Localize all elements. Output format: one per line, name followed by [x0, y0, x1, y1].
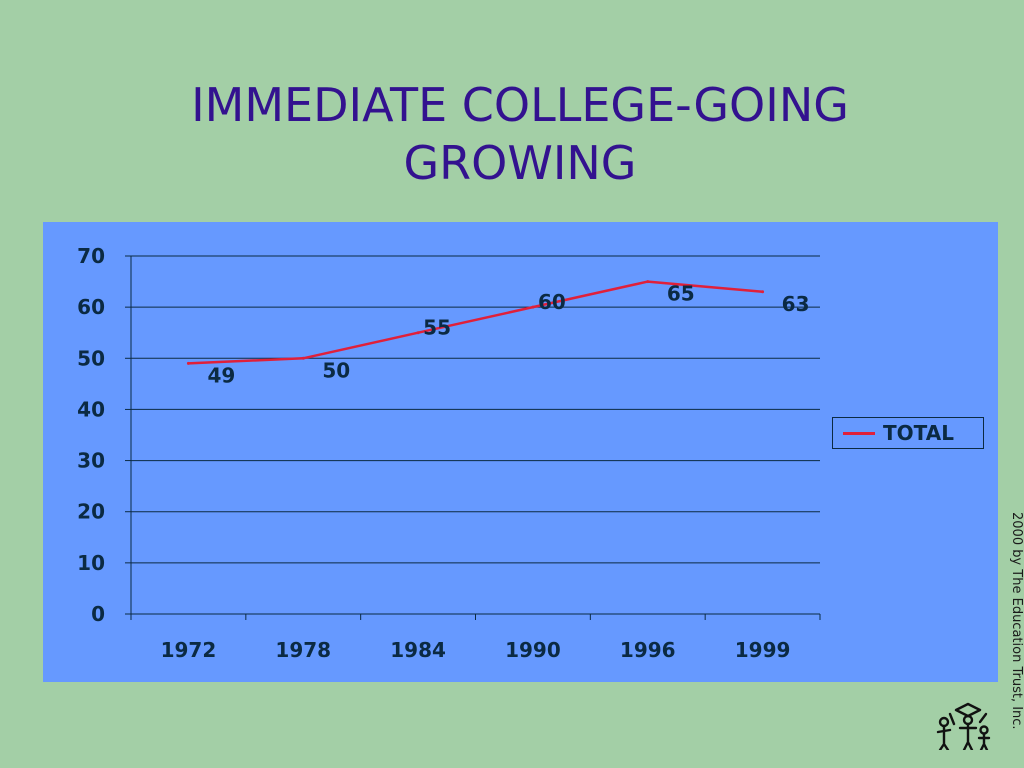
chart-panel: 0 10 20 30 40 50 60 70 1972 1978 1984 1990 1996 1999 4…	[43, 222, 998, 682]
y-tick-label: 40	[77, 397, 105, 421]
y-tick-label: 70	[77, 244, 105, 268]
x-tick-label-1996: 1996	[620, 638, 676, 662]
education-trust-logo-icon	[936, 702, 991, 750]
legend-label-total: TOTAL	[883, 421, 954, 445]
x-tick-label-1999: 1999	[735, 638, 791, 662]
copyright-credit: 2000 by The Education Trust, Inc.	[1009, 512, 1024, 730]
data-point-1978	[301, 356, 305, 360]
data-label-1996: 65	[667, 282, 695, 306]
y-tick-label: 20	[77, 500, 105, 524]
data-point-1996	[646, 280, 650, 284]
slide-title: IMMEDIATE COLLEGE-GOING GROWING	[0, 76, 1024, 192]
data-point-1990	[531, 305, 535, 309]
x-tick-label-1978: 1978	[275, 638, 331, 662]
legend-swatch-total	[843, 431, 875, 435]
x-tick-label-1990: 1990	[505, 638, 561, 662]
data-label-1999: 63	[782, 292, 810, 316]
line-chart: 0 10 20 30 40 50 60 70 1972 1978 1984 1990 1996 1999 4…	[77, 244, 821, 662]
data-label-1990: 60	[538, 290, 566, 314]
data-point-1972	[186, 361, 190, 365]
chart-legend: TOTAL	[832, 417, 984, 449]
data-label-1978: 50	[322, 358, 350, 382]
y-tick-label: 50	[77, 346, 105, 370]
series-line-total	[188, 280, 763, 365]
y-tick-label: 0	[91, 602, 105, 626]
y-tick-label: 60	[77, 295, 105, 319]
data-point-1984	[416, 331, 420, 335]
y-tick-label: 30	[77, 449, 105, 473]
y-tick-label: 10	[77, 551, 105, 575]
data-label-1972: 49	[207, 363, 235, 387]
x-tick-label-1984: 1984	[390, 638, 446, 662]
slide-title-line-2: GROWING	[403, 136, 637, 190]
slide-title-line-1: IMMEDIATE COLLEGE-GOING	[191, 78, 849, 132]
x-tick-label-1972: 1972	[161, 638, 217, 662]
data-label-1984: 55	[423, 316, 451, 340]
data-point-1999	[761, 290, 765, 294]
